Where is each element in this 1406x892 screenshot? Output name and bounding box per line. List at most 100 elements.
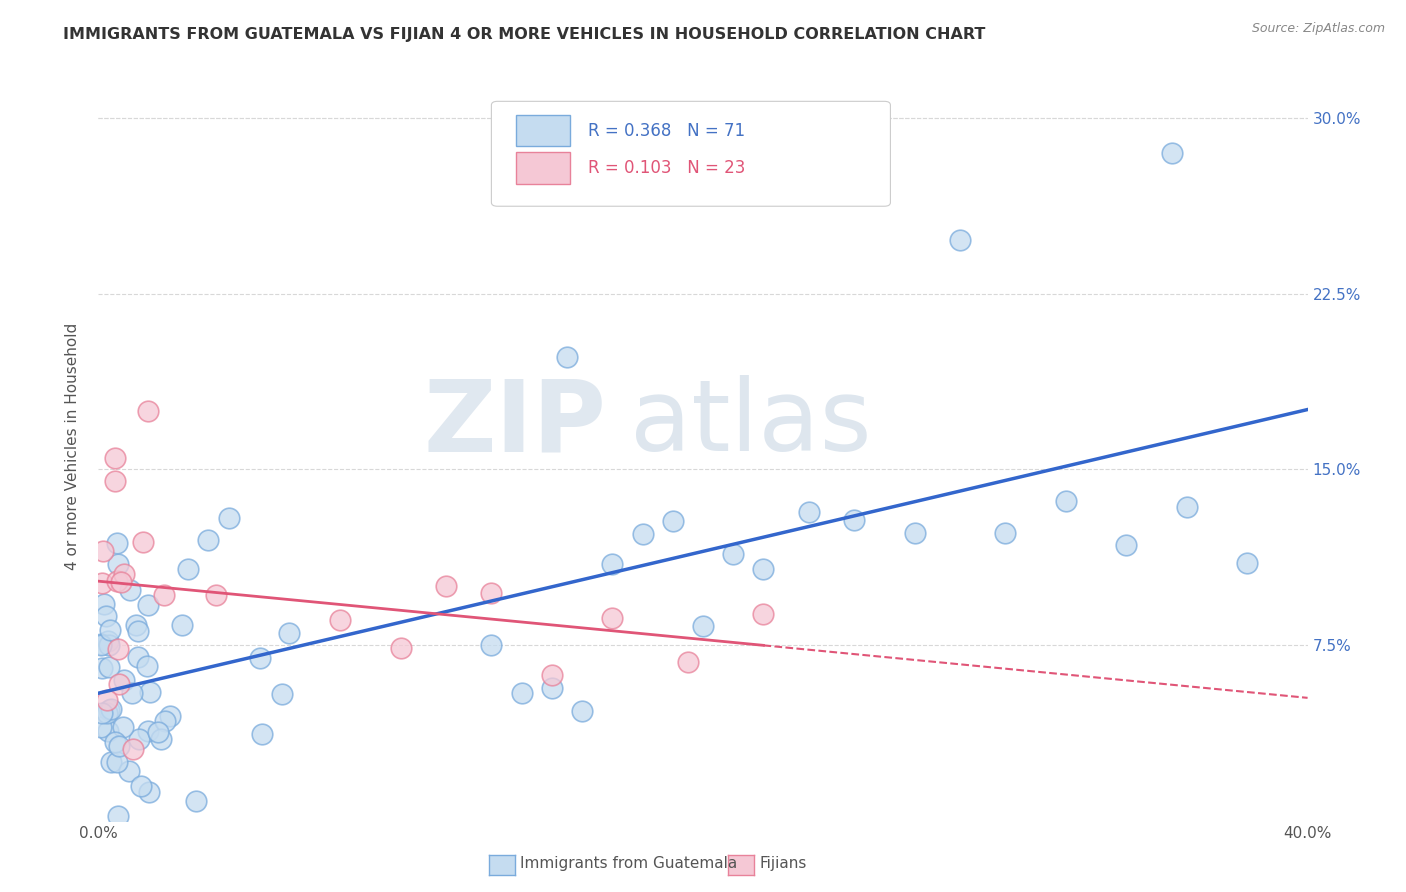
Point [90,661,112,675]
Point [105,756,128,770]
Point [329,613,352,627]
Point [994,525,1017,540]
Point [172,617,194,632]
Point [249,650,271,665]
Point [250,727,273,741]
Point [204,589,226,603]
Point [146,725,169,739]
Point [434,579,457,593]
Point [723,547,745,561]
Point [692,619,714,633]
Point [107,557,129,571]
Point [1054,494,1077,508]
Point [218,511,240,525]
Point [91,544,114,558]
Point [98,624,121,638]
Text: Immigrants from Guatemala: Immigrants from Guatemala [520,856,738,871]
Point [118,764,141,778]
Point [124,617,146,632]
Point [105,536,128,550]
Point [107,809,129,823]
Point [136,724,159,739]
Bar [516,153,569,184]
Point [631,527,654,541]
Text: R = 0.103   N = 23: R = 0.103 N = 23 [588,159,745,177]
Point [91,575,114,590]
Point [676,655,699,669]
Text: ZIP: ZIP [423,375,606,472]
Point [270,687,292,701]
Point [752,607,775,622]
Point [540,667,562,681]
Point [97,638,120,652]
Point [127,649,149,664]
Point [104,450,127,465]
Text: Source: ZipAtlas.com: Source: ZipAtlas.com [1251,22,1385,36]
Point [98,703,121,717]
Point [136,659,159,673]
Point [121,742,143,756]
Point [1175,500,1198,514]
Point [90,638,112,652]
Point [844,513,866,527]
Text: IMMIGRANTS FROM GUATEMALA VS FIJIAN 4 OR MORE VEHICLES IN HOUSEHOLD CORRELATION : IMMIGRANTS FROM GUATEMALA VS FIJIAN 4 OR… [63,27,986,42]
Point [112,720,135,734]
Point [389,640,412,655]
Point [797,505,820,519]
FancyBboxPatch shape [492,102,890,206]
Text: R = 0.368   N = 71: R = 0.368 N = 71 [588,121,745,139]
Point [138,598,160,612]
Point [90,720,112,734]
Point [96,706,118,721]
Point [97,634,120,648]
Point [128,731,150,746]
Point [197,533,219,548]
Point [278,626,301,640]
Point [481,638,503,652]
Point [555,350,578,364]
Point [100,702,122,716]
Text: Fijians: Fijians [759,856,807,871]
Point [177,562,200,576]
Point [1160,146,1182,161]
Point [152,588,174,602]
Point [132,535,155,549]
Point [540,681,562,695]
Point [107,739,129,753]
Point [110,575,132,590]
Point [571,704,593,718]
Point [481,586,503,600]
Point [104,735,127,749]
Point [904,525,927,540]
Point [150,731,173,746]
Text: atlas: atlas [630,375,872,472]
Point [105,574,128,588]
Point [510,686,533,700]
Point [107,677,129,691]
Point [139,685,162,699]
Point [103,474,125,488]
Point [661,514,683,528]
Point [752,562,775,576]
Point [112,673,135,688]
Point [118,582,141,597]
Point [97,723,120,738]
Point [155,714,177,728]
Point [949,233,972,247]
Point [131,779,153,793]
Point [138,785,160,799]
Point [98,659,121,673]
Point [127,624,149,638]
Point [159,708,181,723]
Point [93,597,115,611]
Point [184,794,207,808]
Bar [516,115,569,146]
Point [602,557,624,571]
Point [94,609,117,624]
Point [107,641,129,656]
Point [100,755,122,769]
Y-axis label: 4 or more Vehicles in Household: 4 or more Vehicles in Household [65,322,80,570]
Point [91,706,114,720]
Point [1115,538,1137,552]
Point [112,567,135,582]
